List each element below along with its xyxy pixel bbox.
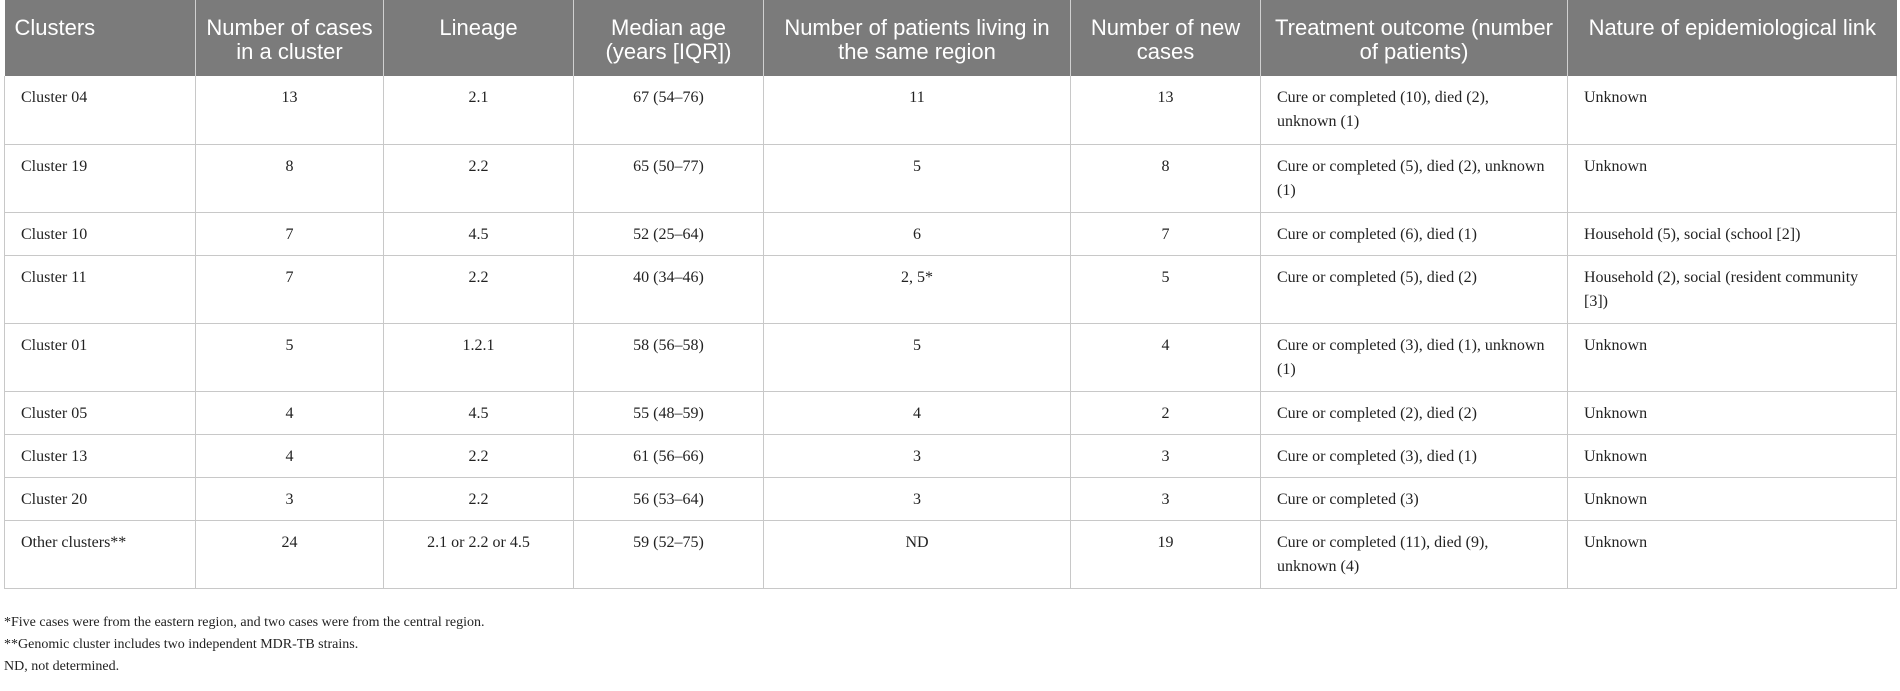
cell-median-age: 55 (48–59) [573,391,764,435]
table-row: Cluster 04 13 2.1 67 (54–76) 11 13 Cure … [4,76,1897,145]
table-row: Cluster 13 4 2.2 61 (56–66) 3 3 Cure or … [4,434,1897,478]
cell-same-region: 3 [763,434,1071,478]
cell-median-age: 56 (53–64) [573,477,764,521]
cell-median-age: 65 (50–77) [573,144,764,213]
cell-cases: 8 [195,144,384,213]
table-row: Other clusters** 24 2.1 or 2.2 or 4.5 59… [4,520,1897,589]
cell-new-cases: 3 [1070,434,1261,478]
cell-median-age: 61 (56–66) [573,434,764,478]
header-median-age: Median age (years [IQR]) [573,0,764,76]
cell-same-region: ND [763,520,1071,589]
table-container: Clusters Number of cases in a cluster Li… [4,0,1897,589]
cell-treatment-outcome: Cure or completed (11), died (9), unknow… [1260,520,1568,589]
table-row: Cluster 01 5 1.2.1 58 (56–58) 5 4 Cure o… [4,323,1897,392]
cell-new-cases: 8 [1070,144,1261,213]
cell-cluster: Other clusters** [4,520,196,589]
cell-same-region: 4 [763,391,1071,435]
header-patients-same-region: Number of patients living in the same re… [763,0,1071,76]
cell-epi-link: Unknown [1567,391,1897,435]
cell-new-cases: 13 [1070,76,1261,145]
cell-lineage: 2.1 [383,76,574,145]
cell-cases: 3 [195,477,384,521]
cell-lineage: 2.2 [383,434,574,478]
cell-median-age: 58 (56–58) [573,323,764,392]
footnote-region: *Five cases were from the eastern region… [4,615,485,630]
table-header-row: Clusters Number of cases in a cluster Li… [4,0,1897,76]
cell-cluster: Cluster 05 [4,391,196,435]
cell-same-region: 5 [763,323,1071,392]
cell-cluster: Cluster 11 [4,255,196,324]
cell-new-cases: 3 [1070,477,1261,521]
cell-cluster: Cluster 10 [4,212,196,256]
cell-epi-link: Unknown [1567,434,1897,478]
cell-epi-link: Unknown [1567,76,1897,145]
cell-lineage: 2.1 or 2.2 or 4.5 [383,520,574,589]
cell-cases: 7 [195,255,384,324]
cell-treatment-outcome: Cure or completed (5), died (2) [1260,255,1568,324]
cell-cluster: Cluster 04 [4,76,196,145]
table-row: Cluster 11 7 2.2 40 (34–46) 2, 5* 5 Cure… [4,255,1897,324]
cell-lineage: 2.2 [383,477,574,521]
cell-new-cases: 5 [1070,255,1261,324]
cell-cluster: Cluster 20 [4,477,196,521]
header-number-of-cases: Number of cases in a cluster [195,0,384,76]
cell-treatment-outcome: Cure or completed (3) [1260,477,1568,521]
cell-epi-link: Unknown [1567,323,1897,392]
cell-new-cases: 7 [1070,212,1261,256]
cell-same-region: 5 [763,144,1071,213]
cell-lineage: 1.2.1 [383,323,574,392]
cell-median-age: 67 (54–76) [573,76,764,145]
cell-epi-link: Unknown [1567,520,1897,589]
header-epidemiological-link: Nature of epidemiological link [1567,0,1897,76]
cell-same-region: 2, 5* [763,255,1071,324]
cell-treatment-outcome: Cure or completed (3), died (1), unknown… [1260,323,1568,392]
cell-lineage: 2.2 [383,255,574,324]
cell-cases: 4 [195,391,384,435]
table-row: Cluster 19 8 2.2 65 (50–77) 5 8 Cure or … [4,144,1897,213]
cell-same-region: 3 [763,477,1071,521]
header-clusters: Clusters [4,0,196,76]
cell-median-age: 40 (34–46) [573,255,764,324]
header-lineage: Lineage [383,0,574,76]
cell-new-cases: 19 [1070,520,1261,589]
cell-epi-link: Household (2), social (resident communit… [1567,255,1897,324]
cell-cluster: Cluster 19 [4,144,196,213]
cell-lineage: 4.5 [383,212,574,256]
header-treatment-outcome: Treatment outcome (number of patients) [1260,0,1568,76]
footnote-nd: ND, not determined. [4,659,120,674]
cell-cases: 4 [195,434,384,478]
cell-cluster: Cluster 01 [4,323,196,392]
cell-cluster: Cluster 13 [4,434,196,478]
cell-treatment-outcome: Cure or completed (10), died (2), unknow… [1260,76,1568,145]
cell-treatment-outcome: Cure or completed (5), died (2), unknown… [1260,144,1568,213]
cell-cases: 7 [195,212,384,256]
clusters-table: Clusters Number of cases in a cluster Li… [4,0,1897,589]
cell-treatment-outcome: Cure or completed (2), died (2) [1260,391,1568,435]
cell-same-region: 6 [763,212,1071,256]
table-row: Cluster 20 3 2.2 56 (53–64) 3 3 Cure or … [4,477,1897,521]
cell-epi-link: Unknown [1567,477,1897,521]
cell-lineage: 4.5 [383,391,574,435]
cell-lineage: 2.2 [383,144,574,213]
cell-median-age: 59 (52–75) [573,520,764,589]
cell-cases: 13 [195,76,384,145]
footnotes: *Five cases were from the eastern region… [4,612,484,678]
cell-cases: 24 [195,520,384,589]
cell-treatment-outcome: Cure or completed (6), died (1) [1260,212,1568,256]
cell-new-cases: 2 [1070,391,1261,435]
header-new-cases: Number of new cases [1070,0,1261,76]
cell-treatment-outcome: Cure or completed (3), died (1) [1260,434,1568,478]
cell-new-cases: 4 [1070,323,1261,392]
table-row: Cluster 05 4 4.5 55 (48–59) 4 2 Cure or … [4,391,1897,435]
cell-median-age: 52 (25–64) [573,212,764,256]
cell-epi-link: Unknown [1567,144,1897,213]
table-row: Cluster 10 7 4.5 52 (25–64) 6 7 Cure or … [4,212,1897,256]
cell-cases: 5 [195,323,384,392]
cell-epi-link: Household (5), social (school [2]) [1567,212,1897,256]
footnote-mdr-strains: **Genomic cluster includes two independe… [4,637,359,652]
cell-same-region: 11 [763,76,1071,145]
